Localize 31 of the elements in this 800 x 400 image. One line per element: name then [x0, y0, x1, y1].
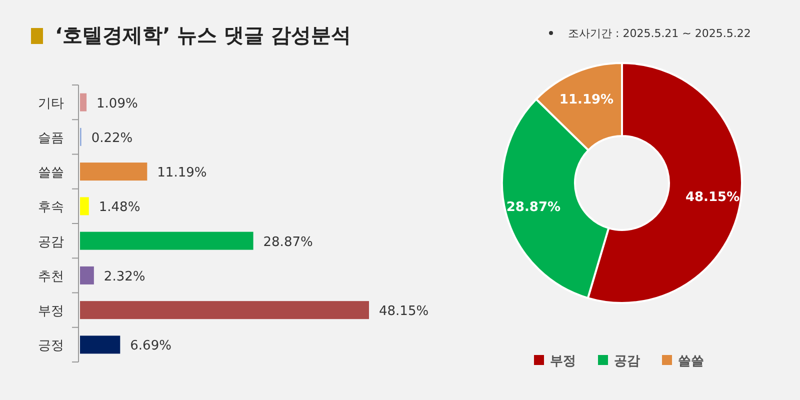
- data-label: 28.87%: [506, 200, 561, 216]
- data-label: 48.15%: [379, 304, 429, 320]
- legend-label: 쓸쓸: [678, 354, 704, 369]
- chart-title: ‘호텔경제학’ 뉴스 댓글 감성분석: [55, 23, 352, 47]
- y-tick-label: 기타: [38, 96, 64, 112]
- bar: [80, 266, 94, 284]
- data-label: 11.19%: [157, 166, 207, 181]
- data-label: 48.15%: [685, 190, 740, 206]
- data-label: 28.87%: [263, 234, 313, 250]
- bar: [80, 162, 148, 181]
- data-label: 11.19%: [559, 92, 614, 108]
- data-label: 1.09%: [96, 96, 138, 112]
- y-tick-label: 쓸쓸: [38, 166, 64, 181]
- text: 조사기간 : 2025.5.21 ~ 2025.5.22: [568, 27, 751, 40]
- bar: [80, 93, 87, 112]
- legend-label: 공감: [614, 354, 640, 369]
- y-tick-label: 추천: [38, 269, 64, 284]
- y-tick-label: 슬픔: [38, 130, 64, 146]
- bar: [80, 197, 89, 216]
- data-label: 2.32%: [104, 269, 146, 284]
- legend-label: 부정: [550, 354, 576, 369]
- bar: [80, 301, 369, 320]
- bar: [80, 336, 120, 354]
- data-label: 1.48%: [98, 200, 140, 216]
- data-label: 6.69%: [130, 338, 172, 354]
- y-tick-label: 부정: [38, 304, 64, 320]
- y-tick-label: 공감: [38, 234, 64, 250]
- y-tick-label: 후속: [38, 200, 64, 216]
- bar: [80, 232, 254, 250]
- y-tick-label: 긍정: [38, 338, 64, 354]
- data-label: 0.22%: [91, 130, 133, 146]
